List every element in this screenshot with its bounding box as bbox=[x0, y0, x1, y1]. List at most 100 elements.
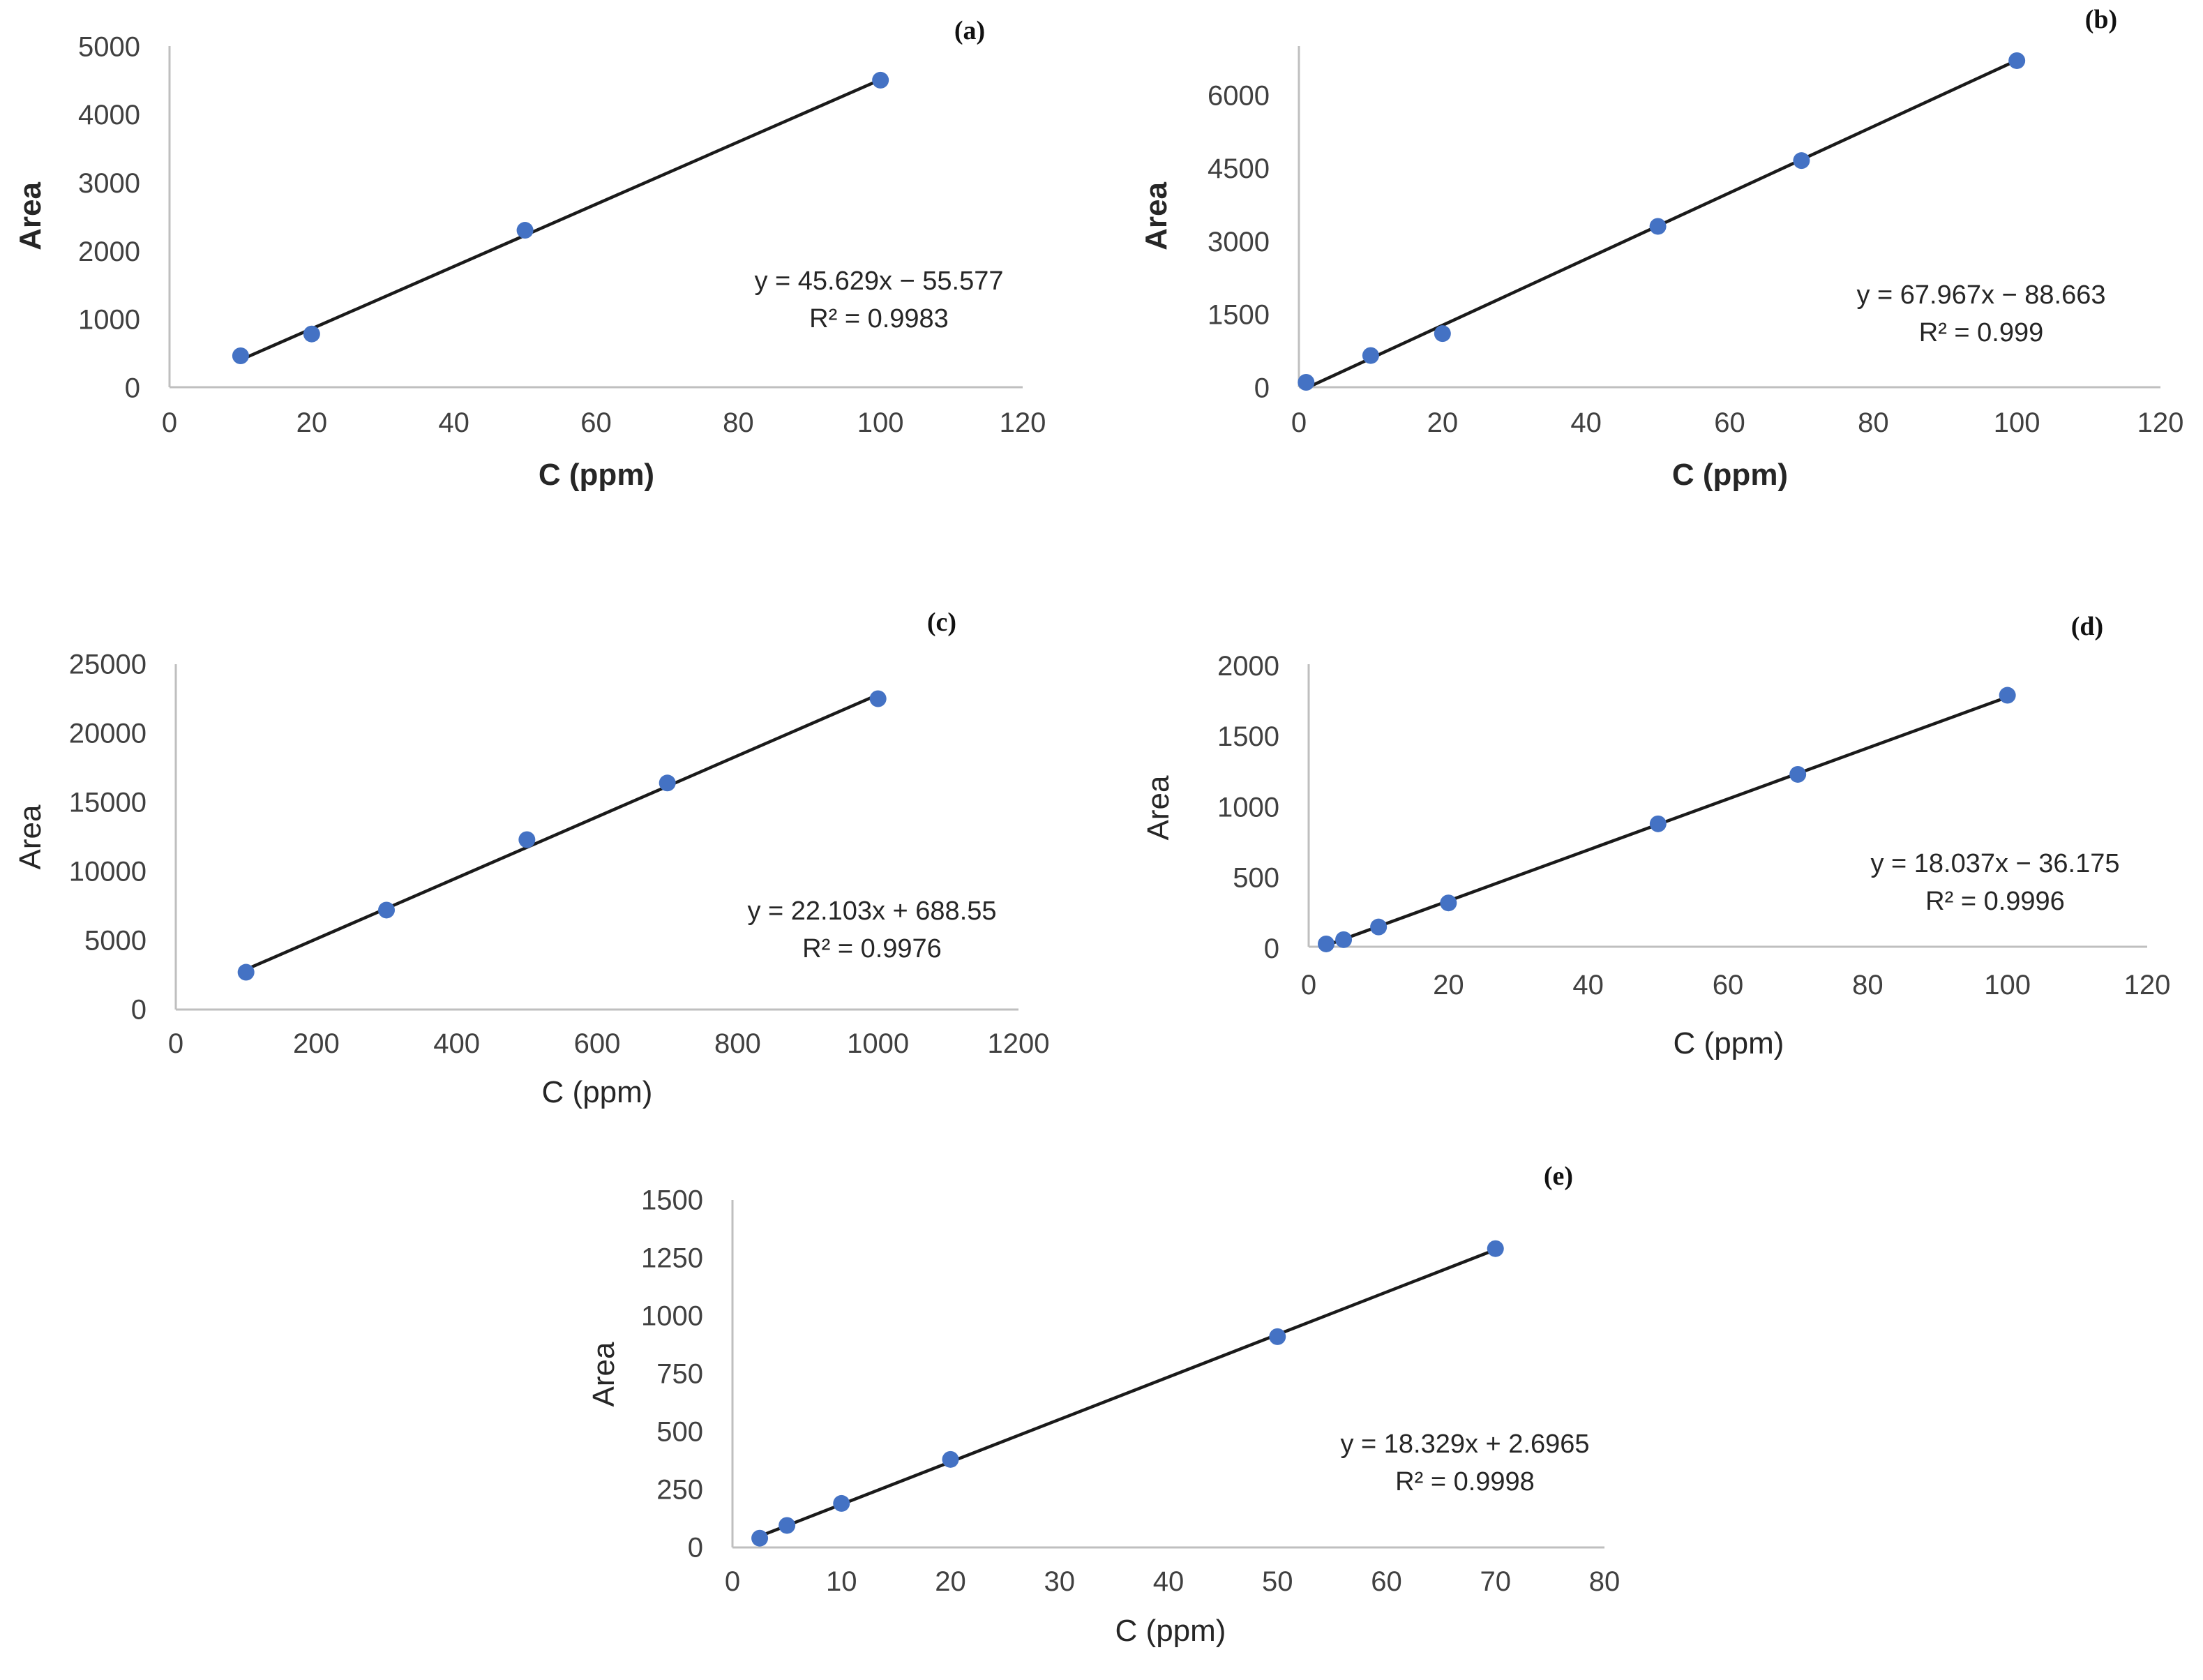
panel-label: (b) bbox=[2085, 5, 2117, 34]
panel-label: (c) bbox=[927, 608, 956, 637]
x-tick-label: 40 bbox=[438, 407, 469, 438]
chart-panel-b: 0 20 40 60 80 100 120 0 1500 3000 4500 6000 C (ppm) A… bbox=[1139, 5, 2183, 492]
x-tick-label: 1000 bbox=[847, 1028, 909, 1059]
x-tick-label: 0 bbox=[168, 1028, 183, 1059]
x-tick-label: 20 bbox=[1433, 970, 1464, 1000]
x-axis-title: C (ppm) bbox=[542, 1075, 653, 1109]
data-point bbox=[1649, 815, 1667, 832]
y-tick-label: 3000 bbox=[78, 168, 140, 199]
y-tick-label: 1500 bbox=[1217, 721, 1279, 752]
panel-label: (e) bbox=[1544, 1162, 1573, 1191]
y-tick-label: 10000 bbox=[69, 857, 146, 887]
x-tick-label: 40 bbox=[1153, 1566, 1185, 1597]
data-point bbox=[1269, 1328, 1286, 1345]
regression-equation: y = 67.967x − 88.663 bbox=[1856, 280, 2105, 310]
y-tick-label: 1250 bbox=[641, 1243, 703, 1274]
y-tick-label: 5000 bbox=[84, 926, 146, 957]
data-point bbox=[659, 774, 676, 792]
x-tick-label: 20 bbox=[296, 407, 328, 438]
data-point bbox=[779, 1517, 796, 1534]
y-tick-label: 4000 bbox=[78, 100, 140, 130]
y-tick-label: 500 bbox=[656, 1417, 703, 1448]
y-tick-label: 1000 bbox=[1217, 792, 1279, 823]
y-tick-label: 5000 bbox=[78, 31, 140, 62]
x-axis-title: C (ppm) bbox=[1674, 1026, 1784, 1060]
x-tick-label: 40 bbox=[1570, 407, 1602, 438]
data-point bbox=[1318, 935, 1335, 952]
y-tick-label: 0 bbox=[131, 995, 146, 1026]
data-point bbox=[232, 347, 249, 365]
y-axis-title: Area bbox=[1139, 182, 1173, 250]
x-tick-label: 80 bbox=[1858, 407, 1889, 438]
chart-panel-a: 0 20 40 60 80 100 120 0 1000 2000 3000 4000 5000 C (p… bbox=[13, 16, 1046, 492]
x-tick-label: 600 bbox=[574, 1028, 621, 1059]
y-tick-label: 3000 bbox=[1208, 227, 1270, 257]
y-tick-label: 25000 bbox=[69, 650, 146, 680]
y-tick-label: 4500 bbox=[1208, 153, 1270, 184]
x-axis-title: C (ppm) bbox=[1115, 1614, 1226, 1648]
x-tick-label: 0 bbox=[725, 1566, 740, 1597]
x-tick-label: 120 bbox=[2137, 407, 2184, 438]
data-point bbox=[942, 1450, 959, 1468]
y-tick-label: 500 bbox=[1233, 863, 1279, 894]
y-axis-title: Area bbox=[13, 182, 47, 250]
chart-panel-c: 0 200 400 600 800 1000 1200 0 5000 10000 15000 2000… bbox=[13, 608, 1049, 1109]
chart-panel-e: 0 10 20 30 40 50 60 70 80 0 250 500 750 1000 1250 1500 C… bbox=[587, 1162, 1620, 1648]
y-tick-label: 6000 bbox=[1208, 80, 1270, 111]
data-point bbox=[1434, 325, 1451, 343]
x-tick-label: 800 bbox=[714, 1028, 761, 1059]
x-tick-label: 1200 bbox=[988, 1028, 1050, 1059]
x-tick-label: 0 bbox=[162, 407, 177, 438]
data-point bbox=[1487, 1240, 1504, 1257]
linear-trendline bbox=[240, 78, 882, 361]
r-squared-value: R² = 0.9976 bbox=[802, 934, 942, 963]
y-tick-label: 1500 bbox=[1208, 300, 1270, 331]
r-squared-value: R² = 0.999 bbox=[1919, 318, 2044, 347]
r-squared-value: R² = 0.9983 bbox=[809, 304, 949, 333]
data-point bbox=[237, 963, 255, 981]
data-point bbox=[2008, 52, 2026, 69]
x-tick-label: 20 bbox=[1427, 407, 1459, 438]
data-point bbox=[1999, 687, 2016, 704]
panel-label: (a) bbox=[954, 16, 985, 45]
y-tick-label: 2000 bbox=[1217, 651, 1279, 682]
y-axis-title: Area bbox=[587, 1342, 621, 1407]
x-tick-label: 50 bbox=[1262, 1566, 1293, 1597]
chart-panel-d: 0 20 40 60 80 100 120 0 500 1000 1500 2000 C (ppm) Ar… bbox=[1141, 612, 2170, 1060]
data-point bbox=[516, 222, 534, 239]
x-tick-label: 80 bbox=[723, 407, 754, 438]
data-point bbox=[378, 901, 395, 919]
x-tick-label: 100 bbox=[857, 407, 904, 438]
data-point bbox=[1793, 152, 1810, 170]
x-tick-label: 100 bbox=[1994, 407, 2040, 438]
x-tick-label: 40 bbox=[1572, 970, 1604, 1000]
y-tick-label: 750 bbox=[656, 1359, 703, 1390]
regression-equation: y = 22.103x + 688.55 bbox=[747, 897, 996, 926]
y-tick-label: 0 bbox=[1254, 373, 1270, 403]
regression-equation: y = 18.329x + 2.6965 bbox=[1340, 1430, 1589, 1459]
x-axis-title: C (ppm) bbox=[1672, 458, 1788, 492]
y-axis-title: Area bbox=[1141, 775, 1175, 840]
data-point bbox=[1362, 347, 1379, 364]
data-point bbox=[1298, 374, 1315, 391]
data-point bbox=[518, 831, 536, 848]
linear-trendline bbox=[1325, 695, 2008, 947]
linear-trendline bbox=[759, 1248, 1496, 1538]
x-tick-label: 0 bbox=[1301, 970, 1316, 1000]
x-tick-label: 10 bbox=[826, 1566, 857, 1597]
data-point bbox=[833, 1494, 850, 1512]
x-tick-label: 80 bbox=[1589, 1566, 1621, 1597]
x-tick-label: 30 bbox=[1044, 1566, 1076, 1597]
x-tick-label: 70 bbox=[1480, 1566, 1512, 1597]
x-tick-label: 80 bbox=[1852, 970, 1884, 1000]
x-tick-label: 60 bbox=[1371, 1566, 1402, 1597]
y-tick-label: 1000 bbox=[641, 1301, 703, 1332]
x-tick-label: 120 bbox=[2124, 970, 2171, 1000]
data-point bbox=[1370, 918, 1388, 936]
x-tick-label: 60 bbox=[580, 407, 612, 438]
y-tick-label: 0 bbox=[1264, 933, 1279, 964]
y-tick-label: 1500 bbox=[641, 1185, 703, 1216]
data-point bbox=[303, 325, 320, 343]
x-tick-label: 60 bbox=[1713, 970, 1744, 1000]
